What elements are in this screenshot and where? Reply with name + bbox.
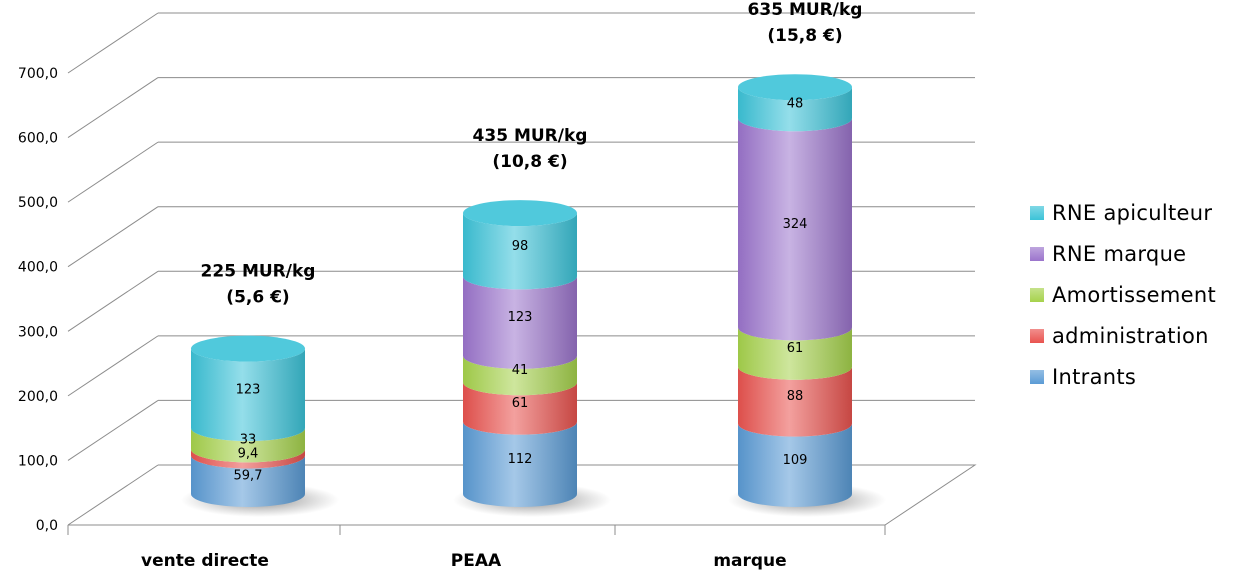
bar-segment	[738, 118, 852, 341]
bar-stack: 112 61 41 123 98	[453, 200, 611, 517]
y-tick-label: 600,0	[18, 131, 58, 147]
gridline-side	[67, 400, 159, 461]
bar-segment	[738, 366, 852, 437]
total-annotation-value: 635 MUR/kg	[748, 0, 863, 20]
legend-label: Amortissement	[1052, 282, 1216, 307]
total-annotation-value: 435 MUR/kg	[473, 126, 588, 146]
total-annotation-value: 225 MUR/kg	[201, 262, 316, 282]
bar-segment	[463, 382, 577, 435]
total-annotations: 225 MUR/kg (5,6 €) 435 MUR/kg (10,8 €) 635 M…	[201, 0, 863, 307]
gridline-side	[67, 12, 159, 74]
x-tick-label: vente directe	[141, 551, 269, 570]
bar-value-label: 48	[787, 97, 804, 112]
legend-swatch	[1030, 328, 1044, 343]
bar-value-label: 112	[508, 452, 533, 467]
gridline-side	[67, 335, 159, 397]
bar-value-label: 123	[508, 310, 533, 325]
bar-segment	[191, 428, 305, 463]
bar-value-label: 59,7	[234, 469, 263, 484]
y-tick-label: 700,0	[18, 66, 58, 82]
bar-value-label: 109	[783, 453, 808, 468]
bar-value-label: 88	[787, 389, 804, 404]
bar-value-label: 33	[240, 433, 257, 448]
x-tick-label: PEAA	[451, 551, 502, 570]
bar-segment	[463, 213, 577, 290]
legend-label: RNE apiculteur	[1052, 200, 1213, 225]
bar-value-label: 98	[512, 239, 529, 254]
legend-label: RNE marque	[1052, 241, 1187, 266]
bar-top-cap	[191, 335, 305, 362]
y-tick-label: 0,0	[36, 518, 58, 534]
bar-segment	[738, 327, 852, 380]
bar-value-label: 324	[783, 217, 808, 232]
legend-item: administration	[1030, 315, 1216, 356]
bar-segment	[463, 276, 577, 369]
bar-segment	[191, 449, 305, 469]
y-tick-label: 300,0	[18, 324, 58, 340]
legend-swatch	[1030, 287, 1044, 302]
legend-item: Intrants	[1030, 356, 1216, 397]
legend-swatch	[1030, 246, 1044, 261]
legend: RNE apiculteur RNE marque Amortissement adm…	[1030, 192, 1216, 397]
bar-stack: 59,7 9,433 123	[181, 335, 339, 517]
x-axis: vente directe PEAA marque	[141, 525, 886, 570]
gridline-side	[67, 141, 159, 203]
legend-item: Amortissement	[1030, 274, 1216, 315]
bar-top-cap	[738, 74, 852, 101]
gridline-side	[67, 77, 159, 138]
y-axis: 0,0 100,0 200,0 300,0 400,0 500,0 600,0 700,0	[18, 66, 58, 534]
bar-segment	[191, 348, 305, 442]
bar-segment	[463, 421, 577, 507]
gridline-side	[67, 206, 159, 268]
total-annotation-euro: (5,6 €)	[226, 288, 289, 308]
bar-segment	[738, 423, 852, 507]
legend-label: administration	[1052, 323, 1209, 348]
bar-segment	[738, 87, 852, 132]
gridline-side	[67, 464, 159, 526]
y-tick-label: 200,0	[18, 389, 58, 405]
y-tick-label: 100,0	[18, 453, 58, 469]
bar-value-label: 123	[236, 382, 261, 397]
bar-value-label: 41	[512, 363, 529, 378]
bar-value-label: 61	[787, 341, 804, 356]
bars: 59,7 9,433 123 112 61 41 123 98 109 88 61 324 48	[181, 74, 886, 517]
bar-segment	[463, 355, 577, 396]
y-tick-label: 400,0	[18, 260, 58, 276]
gridline-side	[67, 270, 159, 332]
legend-item: RNE marque	[1030, 233, 1216, 274]
total-annotation-euro: (10,8 €)	[492, 152, 567, 172]
y-tick-label: 500,0	[18, 195, 58, 211]
bar-segment	[191, 455, 305, 507]
legend-item: RNE apiculteur	[1030, 192, 1216, 233]
bar-value-label: 9,4	[238, 446, 259, 461]
bar-top-cap	[463, 200, 577, 227]
bar-stack: 109 88 61 324 48	[728, 74, 886, 517]
legend-swatch	[1030, 205, 1044, 220]
total-annotation-euro: (15,8 €)	[767, 26, 842, 46]
legend-label: Intrants	[1052, 364, 1137, 389]
x-tick-label: marque	[713, 551, 786, 570]
bar-value-label: 61	[512, 396, 529, 411]
legend-swatch	[1030, 369, 1044, 384]
